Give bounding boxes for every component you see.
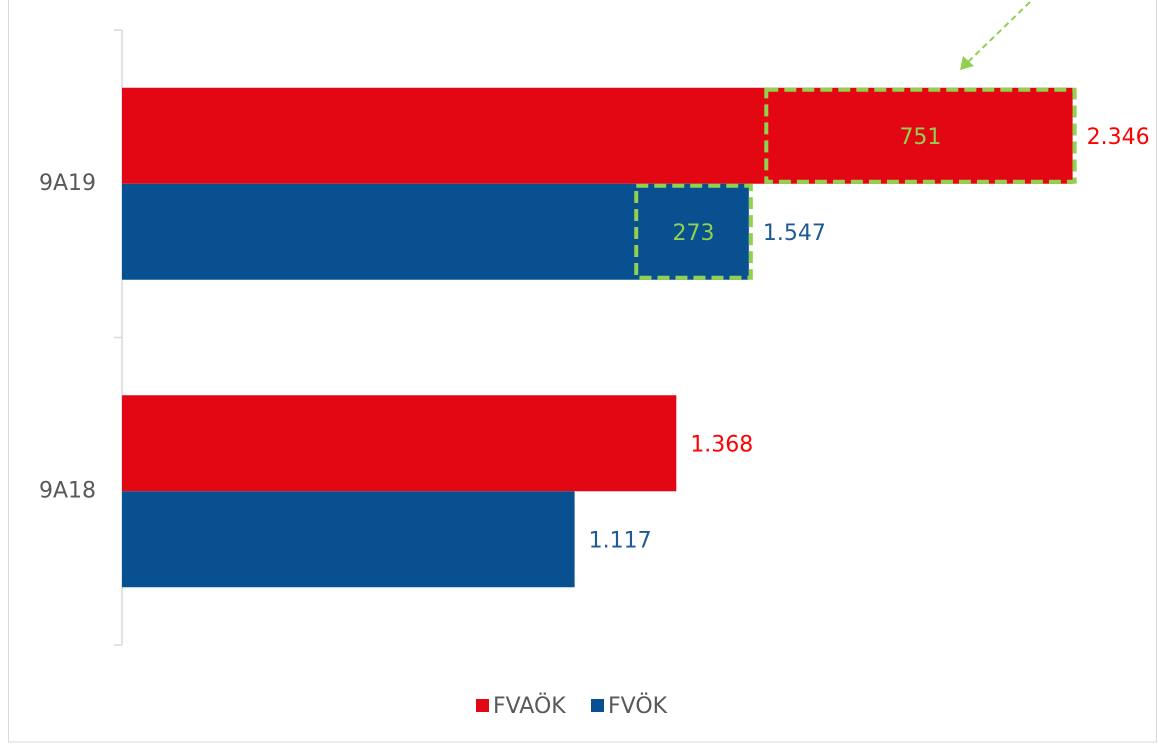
data-label: 1.368	[690, 432, 753, 457]
data-label: 1.117	[589, 528, 652, 553]
increase-label: 751	[899, 125, 941, 150]
bar	[122, 87, 1073, 184]
bar	[122, 183, 749, 280]
bar	[122, 491, 575, 588]
legend-swatch	[591, 699, 604, 712]
legend-swatch	[476, 699, 489, 712]
bar	[122, 395, 677, 492]
y-tick-label: 9A19	[39, 171, 96, 196]
data-label: 2.346	[1087, 125, 1150, 150]
legend-label: FVÖK	[608, 693, 668, 719]
legend-label: FVAÖK	[493, 693, 566, 719]
increase-box	[634, 183, 753, 280]
y-tick-label: 9A18	[39, 478, 96, 503]
increase-box	[764, 87, 1077, 184]
arrow-head	[960, 56, 974, 70]
arrow	[967, 1, 1031, 63]
increase-label: 273	[673, 221, 715, 246]
data-label: 1.547	[763, 221, 826, 246]
